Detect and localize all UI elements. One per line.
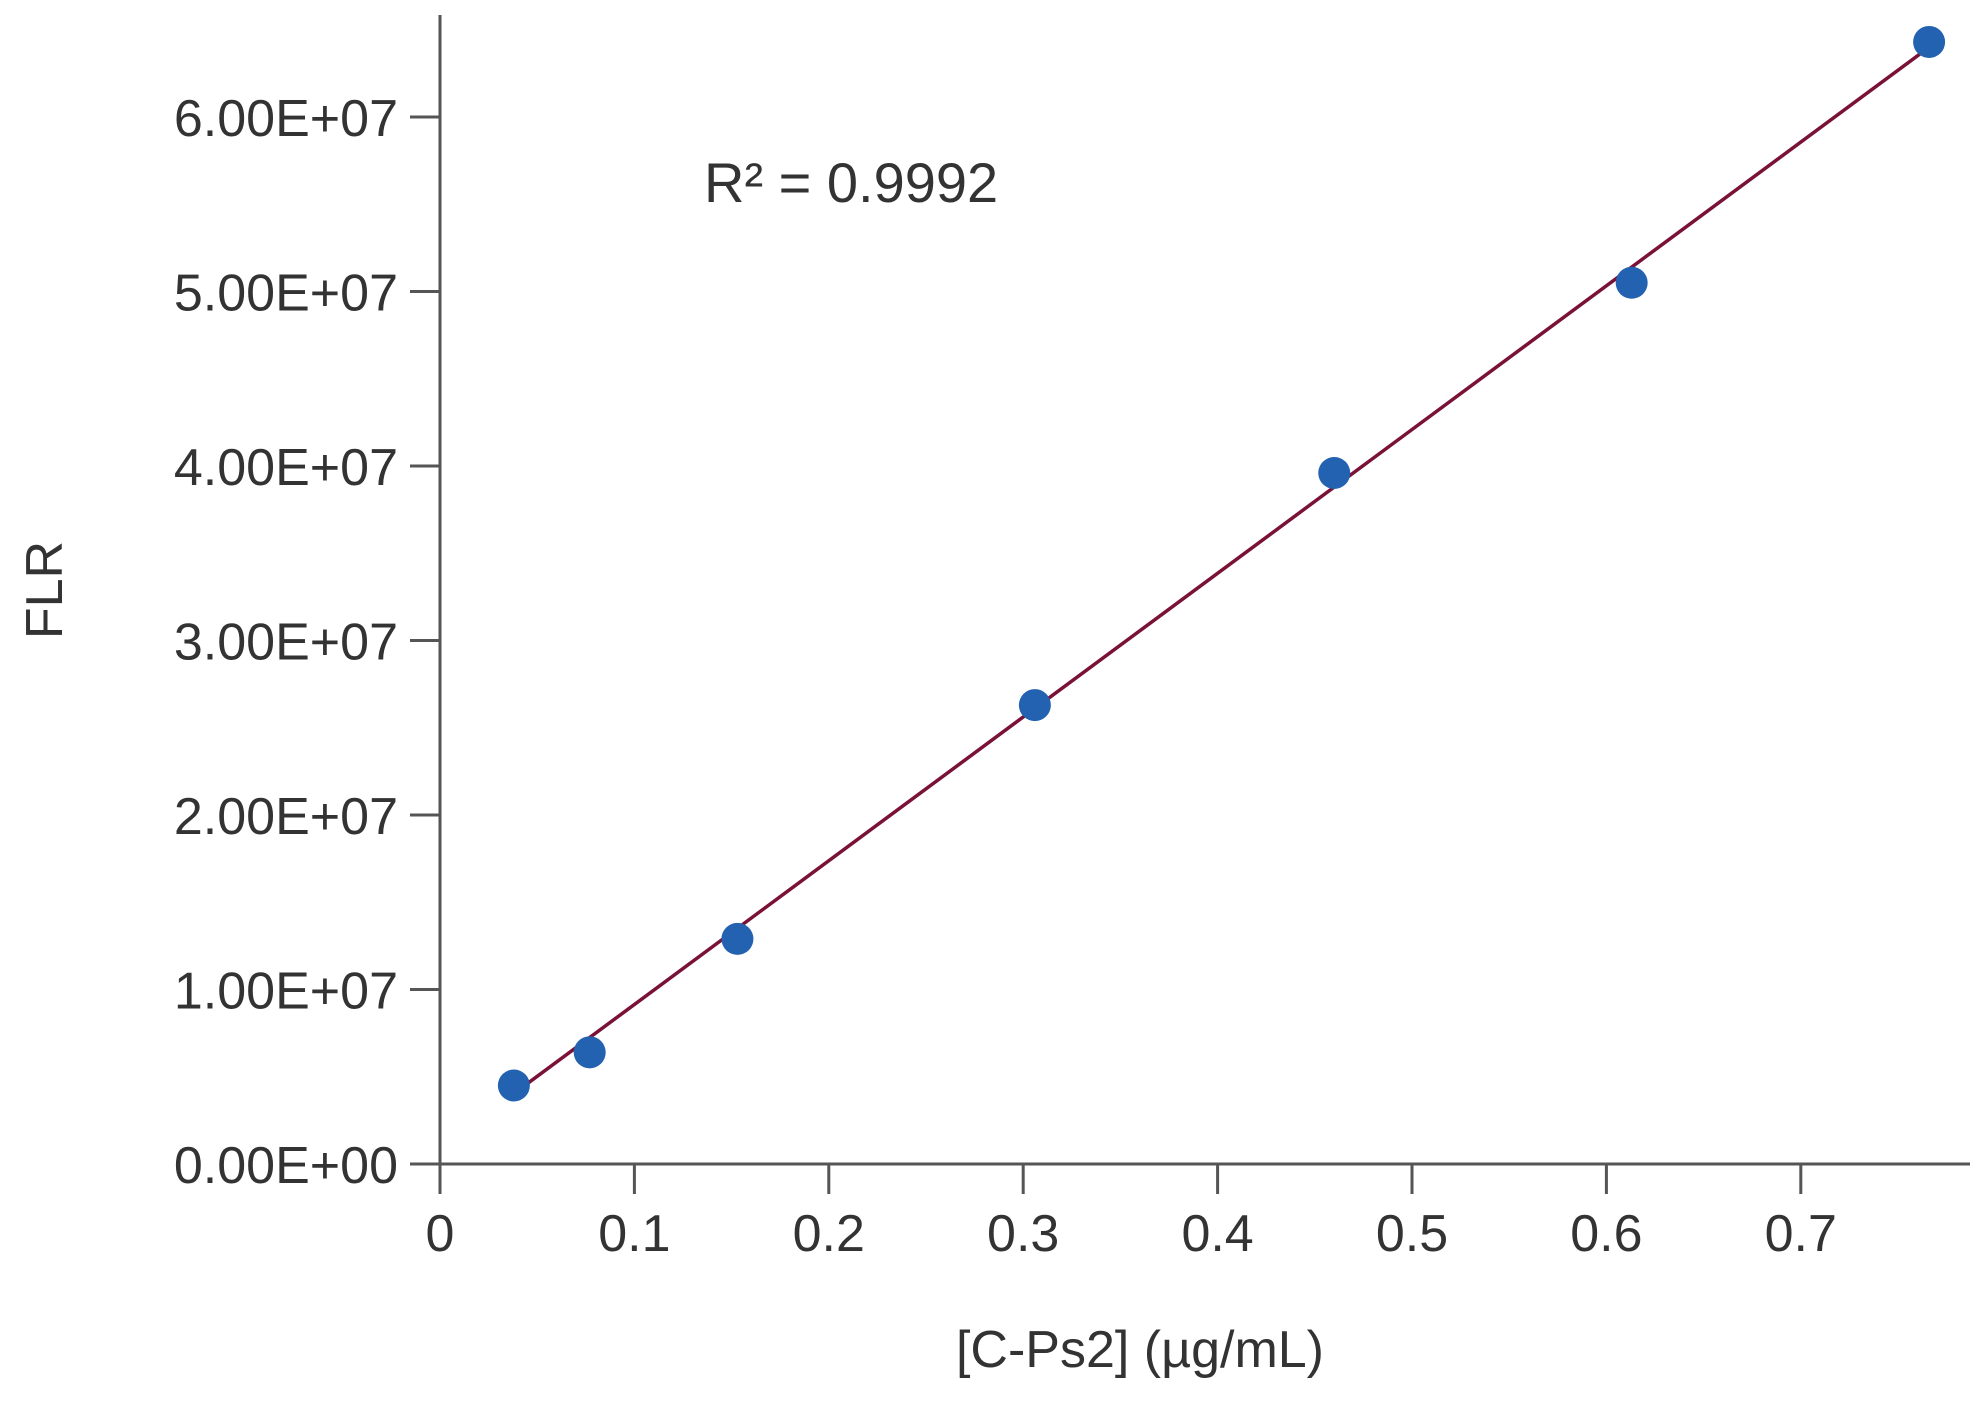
x-tick-label: 0 [426,1205,455,1263]
data-point [1615,266,1648,299]
data-points [497,25,1946,1102]
y-tick-label: 4.00E+07 [174,439,398,497]
x-tick-label: 0.2 [793,1205,865,1263]
trendline [516,45,1931,1093]
data-point [573,1036,606,1069]
y-tick-label: 6.00E+07 [174,90,398,148]
x-tick-label: 0.4 [1181,1205,1253,1263]
x-tick-label: 0.6 [1570,1205,1642,1263]
x-axis-title: [C-Ps2] (µg/mL) [956,1321,1324,1379]
r-squared-annotation: R² = 0.9992 [704,151,998,214]
y-tick-label: 5.00E+07 [174,265,398,323]
y-tick-label: 0.00E+00 [174,1137,398,1195]
y-tick-label: 3.00E+07 [174,614,398,672]
x-tick-label: 0.3 [987,1205,1059,1263]
y-axis-title: FLR [16,541,74,639]
data-point [1018,689,1051,722]
data-point [1913,25,1946,58]
x-tick-label: 0.7 [1765,1205,1837,1263]
y-tick-label: 2.00E+07 [174,788,398,846]
x-axis-ticks: 0 0.1 0.2 0.3 0.4 0.5 0.6 0.7 [426,1164,1837,1263]
data-point [497,1069,530,1102]
y-axis-ticks: 0.00E+00 1.00E+07 2.00E+07 3.00E+07 4.00E+07… [174,90,440,1195]
x-tick-label: 0.1 [598,1205,670,1263]
data-point [721,922,754,955]
y-tick-label: 1.00E+07 [174,963,398,1021]
data-point [1318,456,1351,489]
x-tick-label: 0.5 [1376,1205,1448,1263]
